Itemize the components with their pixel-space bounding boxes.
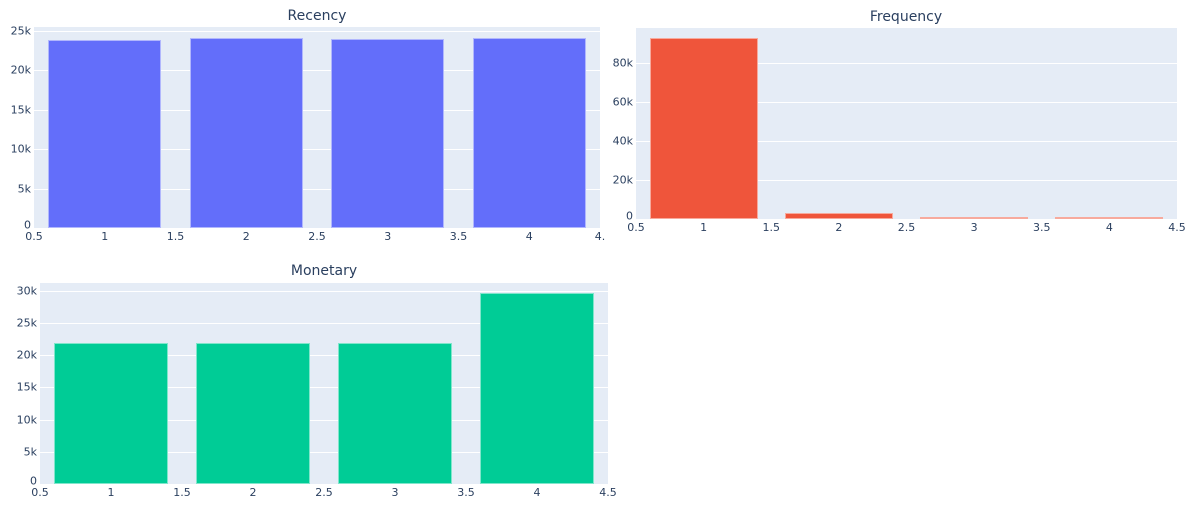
recency-bar[interactable] [48,40,162,228]
frequency-bar[interactable] [784,213,893,219]
recency-chart-title: Recency [287,8,347,24]
frequency-bar[interactable] [920,217,1029,219]
recency-bar[interactable] [472,37,586,228]
frequency-x-tick-label: 1 [700,221,708,234]
recency-gridline [34,189,600,190]
frequency-x-tick-label: 3 [970,221,978,234]
frequency-y-tick-label: 40k [612,134,633,148]
monetary-chart-title: Monetary [290,263,358,279]
recency-plot-area [34,27,600,228]
monetary-y-tick-label: 15k [16,380,37,394]
monetary-gridline [40,355,608,356]
frequency-x-tick-label: 2.5 [897,221,916,234]
recency-x-tick-label: 3.5 [449,230,468,243]
frequency-gridline [636,102,1177,103]
monetary-bar[interactable] [54,342,168,484]
recency-y-tick-label: 25k [10,24,31,38]
recency-gridline [34,31,600,32]
frequency-y-tick-label: 20k [612,173,633,187]
recency-x-tick-label: 2 [242,230,250,243]
frequency-gridline [636,63,1177,64]
recency-y-tick-label: 5k [17,182,31,196]
frequency-x-tick-label: 4 [1105,221,1113,234]
recency-x-tick-label: 2.5 [308,230,326,243]
frequency-gridline [636,141,1177,142]
frequency-x-tick-label: 4.5 [1168,221,1186,234]
frequency-x-tick-label: 0.5 [627,221,645,234]
monetary-plot-area [40,283,608,484]
monetary-x-tick-label: 2.5 [315,486,333,499]
monetary-bar[interactable] [196,342,310,484]
monetary-y-tick-label: 0 [30,474,37,488]
frequency-gridline [636,180,1177,181]
monetary-x-tick-label: 0.5 [31,486,49,499]
recency-y-tick-label: 10k [10,142,31,156]
monetary-bar[interactable] [338,342,452,484]
monetary-gridline [40,323,608,324]
monetary-x-tick-label: 4 [533,486,541,499]
recency-y-tick-label: 20k [10,63,31,77]
recency-gridline [34,70,600,71]
recency-x-tick-label: 1.5 [166,230,185,243]
recency-x-tick-label: 1 [101,230,109,243]
recency-x-tick-label: 0.5 [25,230,43,243]
monetary-y-tick-label: 25k [16,316,37,330]
recency-y-tick-label: 0 [24,218,31,232]
monetary-bar[interactable] [480,293,594,484]
monetary-x-tick-label: 2 [249,486,257,499]
monetary-x-tick-label: 1 [107,486,115,499]
monetary-gridline [40,420,608,421]
frequency-bar[interactable] [649,37,758,219]
monetary-gridline [40,452,608,453]
recency-x-tick-label: 4 [525,230,533,243]
monetary-x-tick-label: 3 [391,486,399,499]
recency-gridline [34,149,600,150]
frequency-y-tick-label: 0 [626,209,633,223]
recency-y-tick-label: 15k [10,103,31,117]
recency-bar[interactable] [189,38,303,228]
recency-x-tick-label: 3 [384,230,392,243]
monetary-y-tick-label: 30k [16,284,37,298]
monetary-y-tick-label: 20k [16,348,37,362]
monetary-y-tick-label: 5k [23,445,37,459]
frequency-bar[interactable] [1055,217,1164,219]
frequency-chart-title: Frequency [869,9,943,25]
monetary-x-tick-label: 1.5 [173,486,191,499]
frequency-y-tick-label: 80k [612,56,633,70]
monetary-x-tick-label: 3.5 [457,486,475,499]
frequency-x-tick-label: 2 [835,221,843,234]
monetary-gridline [40,291,608,292]
recency-x-tick-label: 4. [594,230,606,243]
recency-bar[interactable] [331,39,445,228]
monetary-x-tick-label: 4.5 [599,486,617,499]
monetary-y-tick-label: 10k [16,413,37,427]
frequency-plot-area [636,28,1177,219]
frequency-y-tick-label: 60k [612,95,633,109]
monetary-gridline [40,387,608,388]
recency-gridline [34,110,600,111]
frequency-x-tick-label: 1.5 [762,221,781,234]
frequency-x-tick-label: 3.5 [1033,221,1051,234]
